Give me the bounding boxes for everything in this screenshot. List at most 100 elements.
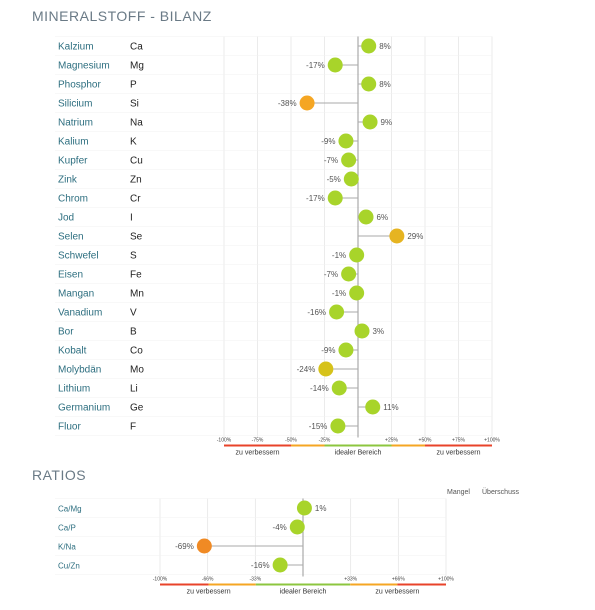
zone-bar bbox=[255, 583, 351, 586]
row-symbol: Ge bbox=[130, 403, 144, 414]
value-dot bbox=[354, 323, 370, 339]
value-dot bbox=[296, 500, 312, 516]
value-label: -7% bbox=[324, 270, 338, 279]
zone-bar bbox=[397, 583, 446, 586]
row-name: Ca/P bbox=[58, 524, 76, 533]
value-label: -24% bbox=[297, 365, 316, 374]
row-name: Vanadium bbox=[58, 308, 102, 319]
value-dot bbox=[389, 228, 405, 244]
value-label: -9% bbox=[321, 346, 335, 355]
value-dot bbox=[341, 152, 357, 168]
value-dot bbox=[196, 538, 212, 554]
row-name: Eisen bbox=[58, 270, 83, 281]
zone-bar bbox=[324, 444, 392, 447]
value-label: -5% bbox=[327, 175, 341, 184]
value-label: -17% bbox=[306, 194, 325, 203]
row-name: Cu/Zn bbox=[58, 562, 80, 571]
row-name: Bor bbox=[58, 327, 74, 338]
value-dot bbox=[361, 76, 377, 92]
row-name: Zink bbox=[58, 175, 78, 186]
value-dot bbox=[289, 519, 305, 535]
tick-label: -33% bbox=[249, 577, 261, 583]
row-name: Chrom bbox=[58, 194, 88, 205]
row-symbol: Mo bbox=[130, 365, 144, 376]
row-symbol: Co bbox=[130, 346, 143, 357]
row-name: Phosphor bbox=[58, 80, 101, 91]
row-symbol: Ca bbox=[130, 42, 143, 53]
row-name: Magnesium bbox=[58, 61, 110, 72]
value-label: -4% bbox=[273, 523, 287, 532]
row-symbol: Li bbox=[130, 384, 138, 395]
value-dot bbox=[349, 247, 365, 263]
value-dot bbox=[358, 209, 374, 225]
value-label: -9% bbox=[321, 137, 335, 146]
tick-label: +50% bbox=[419, 438, 432, 444]
value-dot bbox=[338, 342, 354, 358]
value-dot bbox=[349, 285, 365, 301]
zone-bar bbox=[391, 444, 425, 447]
row-name: Selen bbox=[58, 232, 84, 243]
zone-label-left: zu verbessern bbox=[187, 589, 231, 596]
value-dot bbox=[329, 304, 345, 320]
tick-label: +66% bbox=[392, 577, 405, 583]
tick-label: -75% bbox=[252, 438, 264, 444]
row-name: Kobalt bbox=[58, 346, 87, 357]
value-label: -1% bbox=[332, 251, 346, 260]
row-symbol: Mg bbox=[130, 61, 144, 72]
value-label: -14% bbox=[310, 384, 329, 393]
row-symbol: Zn bbox=[130, 175, 142, 186]
value-label: -17% bbox=[306, 61, 325, 70]
value-label: 29% bbox=[407, 232, 423, 241]
row-symbol: B bbox=[130, 327, 137, 338]
tick-label: -50% bbox=[285, 438, 297, 444]
value-label: 9% bbox=[381, 118, 393, 127]
value-dot bbox=[318, 361, 334, 377]
value-label: 3% bbox=[373, 327, 385, 336]
value-label: -7% bbox=[324, 156, 338, 165]
row-symbol: S bbox=[130, 251, 137, 262]
row-name: Molybdän bbox=[58, 365, 101, 376]
row-symbol: Si bbox=[130, 99, 139, 110]
zone-bar bbox=[425, 444, 492, 447]
row-symbol: Cu bbox=[130, 156, 143, 167]
row-name: Kalium bbox=[58, 137, 89, 148]
row-name: Jod bbox=[58, 213, 74, 224]
value-dot bbox=[330, 418, 346, 434]
tick-label: +25% bbox=[385, 438, 398, 444]
page-title: MINERALSTOFF - BILANZ bbox=[32, 8, 212, 24]
zone-label-right: zu verbessern bbox=[375, 589, 419, 596]
value-dot bbox=[272, 557, 288, 573]
row-name: K/Na bbox=[58, 543, 76, 552]
tick-label: -66% bbox=[202, 577, 214, 583]
header-ueberschuss: Überschuss bbox=[482, 488, 519, 496]
tick-label: +100% bbox=[438, 577, 454, 583]
value-label: -15% bbox=[309, 422, 328, 431]
value-dot bbox=[362, 114, 378, 130]
row-symbol: F bbox=[130, 422, 136, 433]
value-dot bbox=[331, 380, 347, 396]
zone-label-right: zu verbessern bbox=[437, 450, 481, 457]
row-name: Germanium bbox=[58, 403, 110, 414]
tick-label: +75% bbox=[452, 438, 465, 444]
row-name: Fluor bbox=[58, 422, 81, 433]
value-label: -16% bbox=[251, 561, 270, 570]
tick-label: -100% bbox=[217, 438, 232, 444]
row-symbol: K bbox=[130, 137, 137, 148]
value-label: -16% bbox=[307, 308, 326, 317]
value-label: -38% bbox=[278, 99, 297, 108]
row-name: Schwefel bbox=[58, 251, 99, 262]
value-dot bbox=[361, 38, 377, 54]
zone-label-left: zu verbessern bbox=[236, 450, 280, 457]
tick-label: -25% bbox=[319, 438, 331, 444]
row-name: Kalzium bbox=[58, 42, 94, 53]
tick-label: +33% bbox=[344, 577, 357, 583]
value-dot bbox=[343, 171, 359, 187]
value-label: 1% bbox=[315, 504, 327, 513]
row-symbol: Fe bbox=[130, 270, 142, 281]
value-dot bbox=[327, 190, 343, 206]
zone-label-ideal: idealer Bereich bbox=[335, 450, 382, 457]
tick-label: -100% bbox=[153, 577, 168, 583]
value-dot bbox=[338, 133, 354, 149]
value-label: 11% bbox=[383, 403, 398, 412]
